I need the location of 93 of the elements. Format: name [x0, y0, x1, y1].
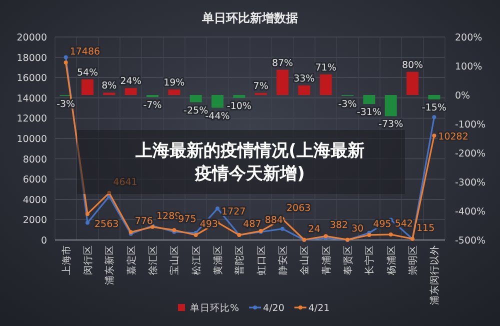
bar: [428, 95, 440, 100]
x-tick-label: 青浦区: [320, 245, 332, 275]
data-label: 87%: [272, 58, 294, 69]
y-tick-label: 20000: [16, 32, 47, 44]
bar: [363, 95, 376, 104]
y2-tick-label: -300%: [455, 178, 486, 188]
data-label: -10%: [226, 100, 252, 112]
data-label: 17486: [70, 46, 100, 58]
bar: [384, 95, 397, 116]
data-label: 7%: [253, 80, 268, 92]
point: [86, 212, 90, 216]
data-label: 4641: [113, 176, 138, 188]
y-tick-label: 10000: [16, 134, 47, 145]
y2-tick-label: -100%: [455, 120, 486, 130]
data-label: -31%: [356, 106, 382, 118]
data-label: 54%: [76, 67, 98, 78]
bar: [298, 85, 310, 95]
bar: [124, 88, 137, 95]
data-label: 487: [243, 219, 262, 230]
bar: [276, 70, 288, 95]
y-tick-label: 2000: [22, 215, 47, 226]
y-tick-label: 14000: [16, 93, 47, 104]
annotation: 上海最新的疫情情况(上海最新疫情今天新增): [134, 141, 364, 184]
data-label: -15%: [422, 102, 446, 114]
data-label: 24: [308, 224, 320, 235]
data-label: 2563: [94, 218, 119, 230]
y-tick-label: 18000: [16, 52, 47, 64]
legend-label: 4/21: [308, 303, 330, 314]
x-tick-label: 松江区: [190, 245, 202, 275]
data-label: 10282: [438, 132, 468, 143]
data-label: 542: [394, 218, 413, 230]
bar: [406, 72, 418, 95]
y-tick-label: 16000: [16, 73, 47, 84]
y2-tick-label: 200%: [455, 32, 482, 44]
x-tick-label: 杨浦区: [385, 245, 398, 276]
x-tick-label: 闵行区: [82, 245, 94, 275]
legend-label: 4/20: [263, 303, 284, 314]
data-label: 80%: [402, 60, 424, 71]
data-label: 19%: [164, 77, 185, 88]
data-label: -73%: [378, 119, 404, 130]
data-label: 382: [330, 220, 348, 232]
data-label: 33%: [294, 73, 315, 84]
data-label: -7%: [143, 100, 162, 112]
bar: [190, 95, 202, 102]
point: [86, 220, 90, 225]
point: [432, 134, 436, 138]
data-label: 8%: [102, 80, 117, 92]
point: [107, 190, 112, 195]
point: [280, 226, 284, 231]
data-label: 24%: [120, 76, 142, 88]
x-tick-label: 上海市: [60, 245, 72, 275]
bar: [168, 89, 180, 95]
x-tick-label: 浦东闵行以外: [428, 245, 441, 305]
bar: [320, 74, 332, 95]
x-tick-label: 浦东新区: [104, 245, 116, 285]
bar: [212, 95, 224, 108]
y-tick-label: 6000: [22, 174, 47, 186]
y-tick-label: 0: [40, 236, 47, 246]
x-tick-label: 崇明区: [407, 245, 419, 275]
data-label: 71%: [315, 62, 336, 74]
chart-title: 单日环比新增数据: [201, 11, 298, 25]
x-tick-label: 普陀区: [234, 245, 246, 275]
point: [216, 206, 220, 211]
point: [432, 115, 436, 120]
x-tick-label: 嘉定区: [125, 245, 138, 275]
data-label: -3%: [338, 98, 357, 110]
y-tick-label: 4000: [22, 194, 47, 206]
x-tick-label: 长宁区: [364, 245, 376, 275]
data-label: 30: [352, 224, 364, 235]
y2-tick-label: -500%: [455, 236, 486, 246]
legend-label: 单日环比%: [190, 302, 240, 314]
x-tick-label: 宝山区: [168, 245, 181, 275]
x-tick-label: 静安区: [277, 245, 289, 275]
data-label: 2063: [286, 203, 311, 214]
x-tick-label: 金山区: [298, 245, 311, 275]
y2-tick-label: 100%: [455, 62, 482, 72]
y-tick-label: 12000: [16, 114, 47, 125]
y2-tick-label: 0%: [455, 90, 470, 102]
y2-tick-label: -200%: [455, 148, 486, 160]
data-label: 115: [416, 222, 435, 234]
bar: [82, 79, 94, 95]
point: [64, 60, 68, 65]
bar: [233, 95, 246, 98]
x-tick-label: 徐汇区: [147, 245, 159, 275]
y2-tick-label: -400%: [455, 206, 486, 218]
data-label: 776: [134, 216, 153, 228]
point: [388, 232, 393, 236]
x-tick-label: 奉贤区: [342, 245, 354, 275]
data-label: 1727: [222, 206, 246, 218]
x-tick-label: 黄浦区: [212, 245, 224, 275]
point: [64, 55, 68, 60]
x-tick-label: 虹口区: [255, 245, 268, 275]
y-tick-label: 8000: [22, 154, 47, 166]
